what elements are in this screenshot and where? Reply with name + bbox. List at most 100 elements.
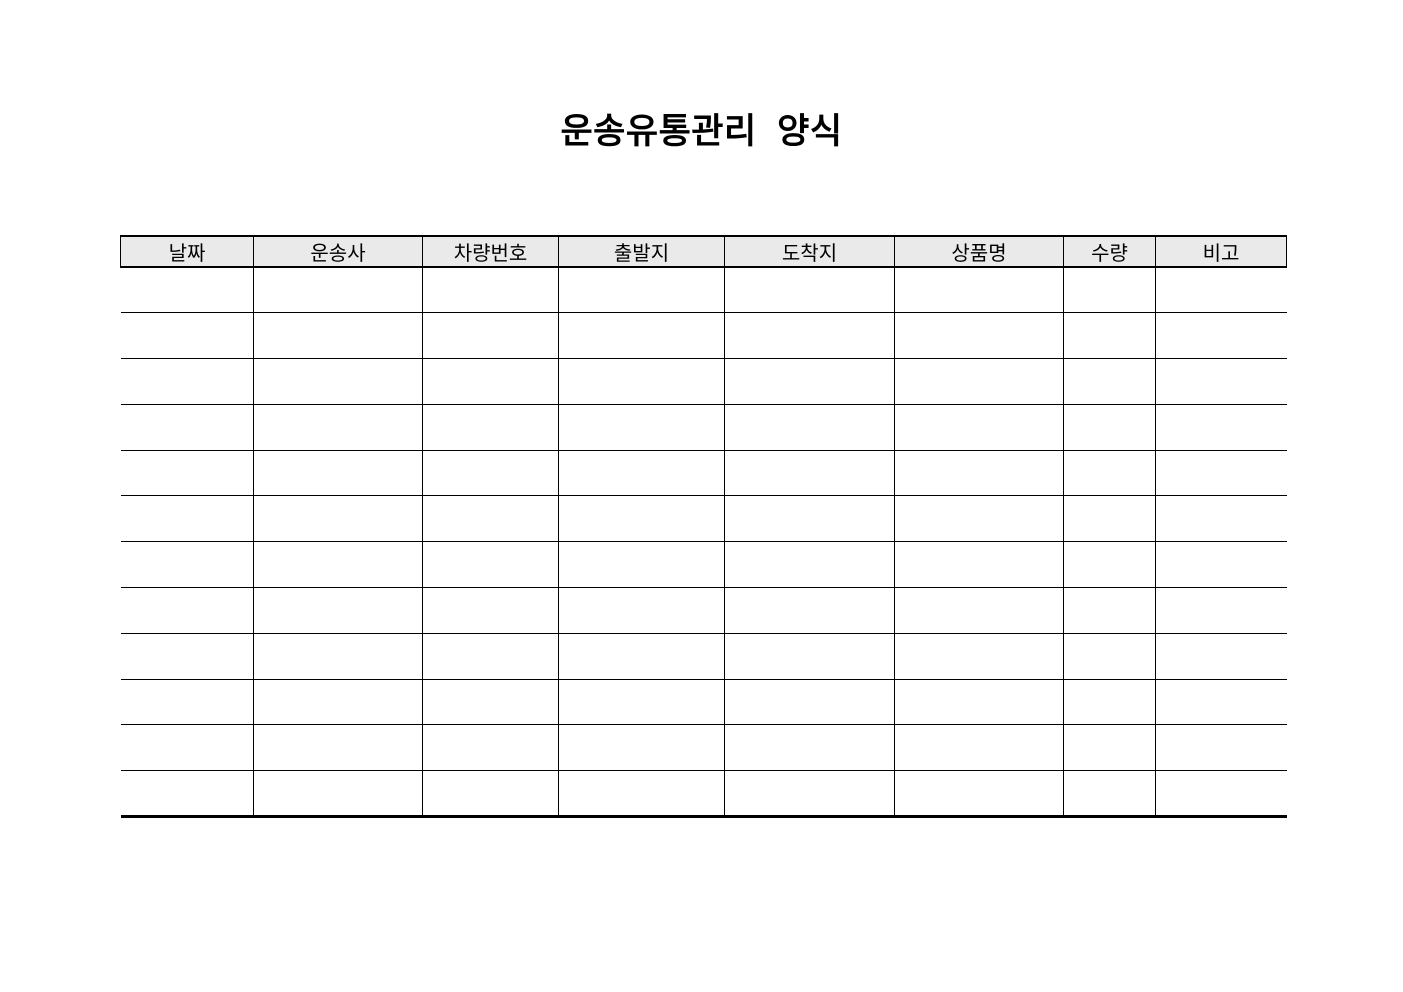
table-cell: [1155, 587, 1287, 634]
table-cell: [422, 312, 559, 360]
table-cell: [253, 358, 423, 405]
col-header-quantity: 수량: [1063, 235, 1156, 268]
table-cell: [422, 404, 559, 451]
table-row: [120, 267, 1287, 314]
table-cell: [894, 770, 1064, 819]
table-cell: [253, 770, 423, 819]
table-cell: [120, 633, 254, 680]
table-cell: [558, 267, 725, 314]
table-cell: [1155, 724, 1287, 772]
table-cell: [422, 633, 559, 680]
table-cell: [1155, 541, 1287, 589]
table-header-row: 날짜 운송사 차량번호 출발지 도착지 상품명 수량 비고: [120, 235, 1287, 268]
table-row: [120, 495, 1287, 543]
col-header-vehicle-number: 차량번호: [422, 235, 559, 268]
table-row: [120, 633, 1287, 680]
table-cell: [724, 587, 895, 634]
col-header-product-name: 상품명: [894, 235, 1064, 268]
table-cell: [558, 679, 725, 726]
table-row: [120, 450, 1287, 497]
table-cell: [894, 541, 1064, 589]
table-cell: [724, 770, 895, 819]
table-cell: [558, 404, 725, 451]
table-cell: [558, 724, 725, 772]
table-row: [120, 312, 1287, 360]
table-cell: [120, 267, 254, 314]
table-cell: [422, 587, 559, 634]
table-cell: [422, 450, 559, 497]
shipping-log-table: 날짜 운송사 차량번호 출발지 도착지 상품명 수량 비고: [120, 235, 1287, 819]
col-header-origin: 출발지: [558, 235, 725, 268]
col-header-remarks: 비고: [1155, 235, 1287, 268]
table-cell: [724, 724, 895, 772]
table-cell: [253, 267, 423, 314]
table-cell: [253, 724, 423, 772]
table-cell: [1155, 267, 1287, 314]
table-cell: [1063, 770, 1156, 819]
table-cell: [422, 724, 559, 772]
table-cell: [253, 450, 423, 497]
col-header-destination: 도착지: [724, 235, 895, 268]
table-cell: [1063, 312, 1156, 360]
table-row: [120, 404, 1287, 451]
table-cell: [894, 724, 1064, 772]
table-cell: [894, 404, 1064, 451]
table-cell: [558, 587, 725, 634]
table-cell: [120, 587, 254, 634]
table-cell: [1155, 633, 1287, 680]
table-cell: [253, 679, 423, 726]
form-title: 운송유통관리 양식: [560, 112, 843, 151]
table-cell: [1155, 495, 1287, 543]
table-cell: [894, 358, 1064, 405]
table-cell: [558, 770, 725, 819]
table-cell: [120, 450, 254, 497]
table-cell: [253, 633, 423, 680]
table-cell: [724, 541, 895, 589]
table-cell: [422, 541, 559, 589]
col-header-carrier: 운송사: [253, 235, 423, 268]
table-cell: [558, 633, 725, 680]
table-cell: [253, 312, 423, 360]
table-cell: [1063, 450, 1156, 497]
table-cell: [558, 312, 725, 360]
table-cell: [1063, 495, 1156, 543]
table-cell: [894, 495, 1064, 543]
table-row: [120, 770, 1287, 819]
table-cell: [120, 679, 254, 726]
table-cell: [724, 404, 895, 451]
table-cell: [1063, 404, 1156, 451]
table-cell: [558, 358, 725, 405]
table-row: [120, 358, 1287, 405]
table-cell: [253, 541, 423, 589]
table-cell: [1155, 450, 1287, 497]
table-cell: [120, 312, 254, 360]
table-cell: [724, 312, 895, 360]
table-cell: [120, 404, 254, 451]
table-row: [120, 724, 1287, 772]
table-cell: [724, 450, 895, 497]
table-row: [120, 587, 1287, 634]
table-cell: [894, 587, 1064, 634]
table-body: [120, 267, 1287, 819]
table-cell: [120, 724, 254, 772]
table-row: [120, 679, 1287, 726]
table-cell: [558, 541, 725, 589]
table-cell: [558, 450, 725, 497]
table-row: [120, 541, 1287, 589]
table-cell: [120, 358, 254, 405]
table-cell: [558, 495, 725, 543]
table-cell: [422, 495, 559, 543]
table-cell: [422, 770, 559, 819]
table-cell: [120, 495, 254, 543]
table-cell: [1063, 267, 1156, 314]
table-cell: [1155, 770, 1287, 819]
table-cell: [724, 267, 895, 314]
table-cell: [422, 267, 559, 314]
table-cell: [1063, 724, 1156, 772]
table-cell: [253, 495, 423, 543]
col-header-date: 날짜: [120, 235, 254, 268]
table-cell: [894, 312, 1064, 360]
table-cell: [894, 267, 1064, 314]
table-cell: [253, 587, 423, 634]
table-cell: [1155, 404, 1287, 451]
